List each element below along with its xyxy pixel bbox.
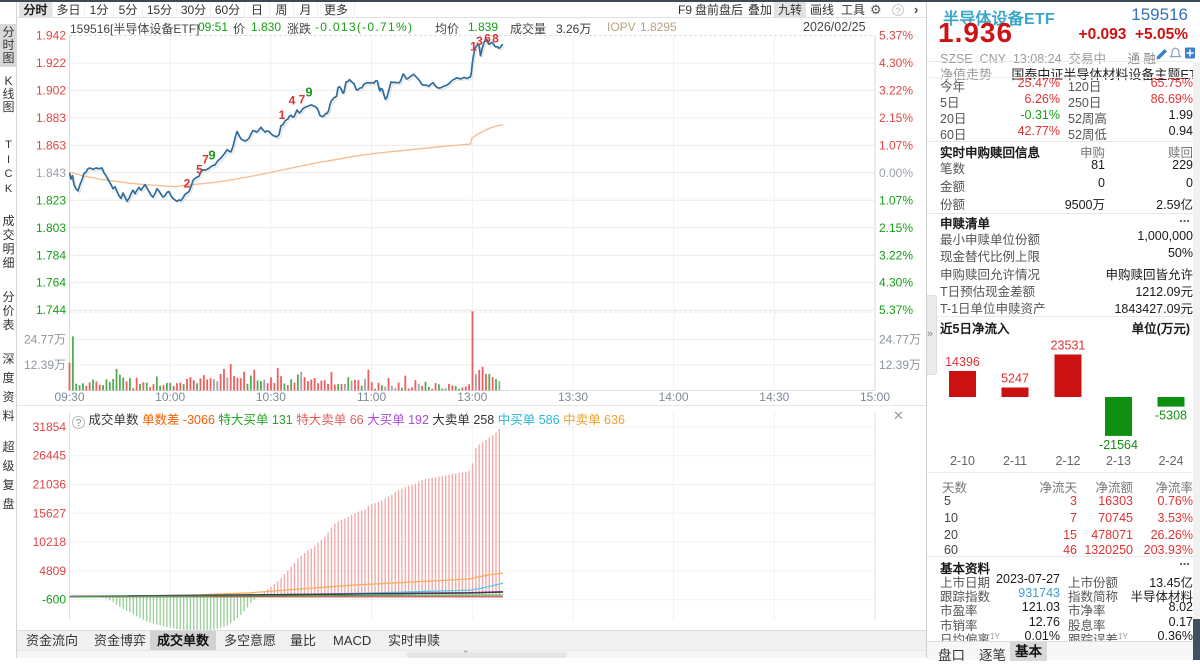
svg-text:2-24: 2-24 bbox=[1158, 454, 1183, 468]
svg-text:14396: 14396 bbox=[945, 355, 980, 369]
svg-text:8: 8 bbox=[492, 32, 499, 46]
svg-text:1.823: 1.823 bbox=[36, 193, 66, 207]
svg-text:1.803: 1.803 bbox=[36, 221, 66, 235]
svg-text:2.15%: 2.15% bbox=[879, 111, 913, 125]
svg-text:2-13: 2-13 bbox=[1106, 454, 1131, 468]
svg-text:10:30: 10:30 bbox=[256, 390, 286, 404]
svg-text:4809: 4809 bbox=[39, 564, 66, 578]
svg-text:10218: 10218 bbox=[33, 535, 67, 549]
svg-text:10:00: 10:00 bbox=[155, 390, 185, 404]
svg-text:13:00: 13:00 bbox=[457, 390, 487, 404]
svg-text:21036: 21036 bbox=[33, 478, 67, 492]
svg-text:5.37%: 5.37% bbox=[879, 29, 913, 43]
svg-text:09:30: 09:30 bbox=[54, 390, 84, 404]
svg-text:3: 3 bbox=[476, 34, 483, 48]
svg-text:4.30%: 4.30% bbox=[879, 276, 913, 290]
svg-text:3.22%: 3.22% bbox=[879, 83, 913, 97]
svg-text:15:00: 15:00 bbox=[860, 390, 890, 404]
svg-text:4: 4 bbox=[289, 94, 296, 108]
svg-text:1.863: 1.863 bbox=[36, 138, 66, 152]
svg-text:1.764: 1.764 bbox=[36, 276, 66, 290]
svg-text:4.30%: 4.30% bbox=[879, 56, 913, 70]
svg-text:12.39万: 12.39万 bbox=[24, 358, 66, 372]
svg-text:23531: 23531 bbox=[1051, 339, 1086, 353]
svg-text:1.843: 1.843 bbox=[36, 166, 66, 180]
svg-text:2: 2 bbox=[184, 177, 191, 191]
svg-text:13:30: 13:30 bbox=[558, 390, 588, 404]
svg-text:24.77万: 24.77万 bbox=[24, 333, 66, 347]
svg-text:15627: 15627 bbox=[33, 506, 67, 520]
svg-text:1.744: 1.744 bbox=[36, 303, 66, 317]
svg-text:6: 6 bbox=[484, 32, 491, 46]
svg-text:-5308: -5308 bbox=[1155, 409, 1187, 423]
svg-text:12.39万: 12.39万 bbox=[879, 358, 921, 372]
svg-text:26445: 26445 bbox=[33, 449, 67, 463]
svg-text:5247: 5247 bbox=[1001, 372, 1029, 386]
svg-text:1.07%: 1.07% bbox=[879, 193, 913, 207]
svg-text:1.883: 1.883 bbox=[36, 111, 66, 125]
svg-text:1.07%: 1.07% bbox=[879, 138, 913, 152]
svg-text:11:00: 11:00 bbox=[357, 390, 386, 404]
svg-text:1.784: 1.784 bbox=[36, 248, 66, 262]
svg-text:1.922: 1.922 bbox=[36, 56, 66, 70]
svg-text:2.15%: 2.15% bbox=[879, 221, 913, 235]
svg-text:14:30: 14:30 bbox=[759, 390, 789, 404]
svg-text:14:00: 14:00 bbox=[659, 390, 689, 404]
svg-text:3.22%: 3.22% bbox=[879, 248, 913, 262]
svg-text:9: 9 bbox=[305, 85, 312, 100]
svg-text:24.77万: 24.77万 bbox=[879, 333, 921, 347]
svg-text:2-11: 2-11 bbox=[1003, 454, 1027, 468]
svg-text:0.00%: 0.00% bbox=[879, 166, 913, 180]
svg-text:-21564: -21564 bbox=[1099, 438, 1138, 452]
svg-text:1.942: 1.942 bbox=[36, 29, 66, 43]
svg-text:2-12: 2-12 bbox=[1055, 454, 1080, 468]
svg-text:1.902: 1.902 bbox=[36, 83, 66, 97]
svg-text:-600: -600 bbox=[42, 593, 66, 607]
svg-text:1: 1 bbox=[279, 108, 286, 122]
svg-text:5.37%: 5.37% bbox=[879, 303, 913, 317]
svg-text:31854: 31854 bbox=[33, 420, 67, 434]
svg-text:2-10: 2-10 bbox=[950, 454, 975, 468]
svg-text:9: 9 bbox=[208, 148, 215, 163]
